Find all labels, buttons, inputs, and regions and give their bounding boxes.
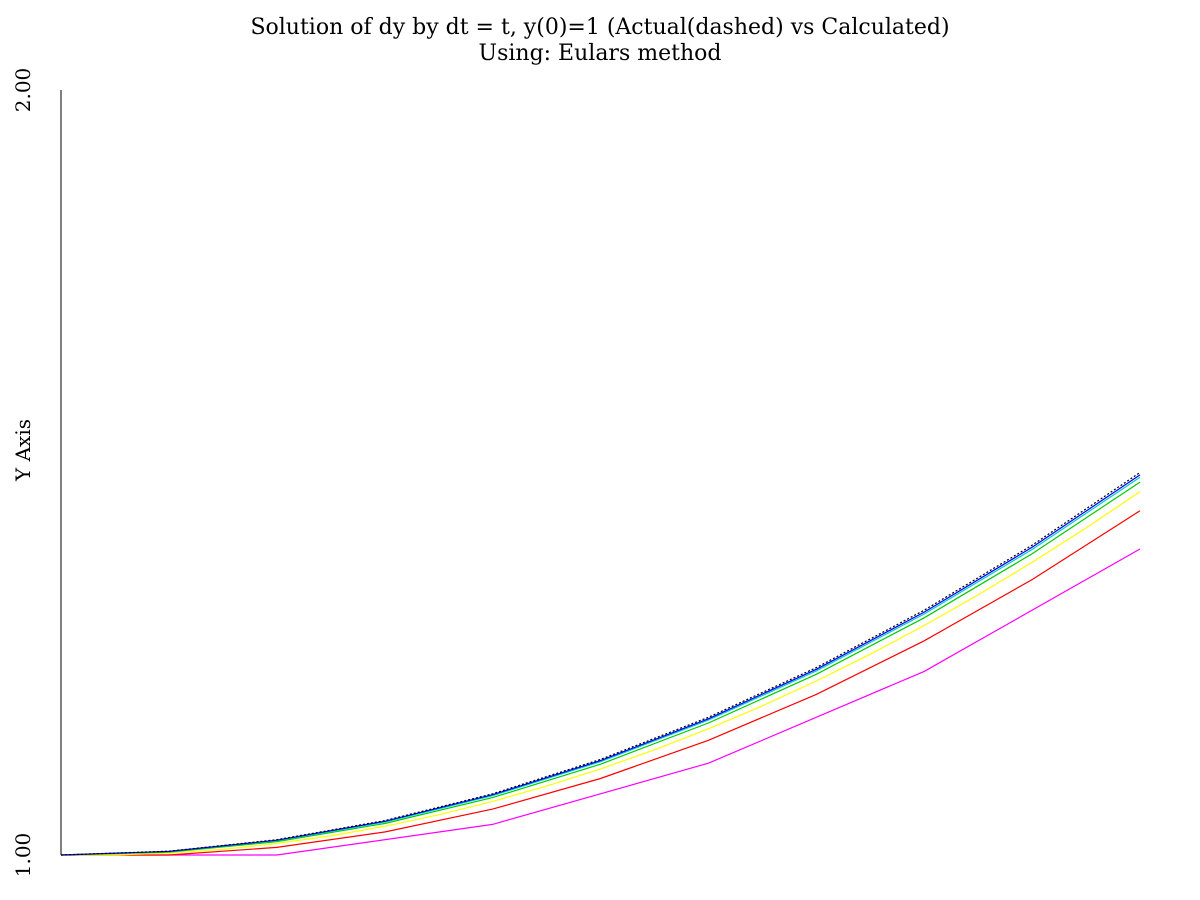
y-tick-label-top: 2.00 — [11, 68, 35, 113]
series-line-2 — [61, 510, 1141, 856]
y-axis-label: Y Axis — [11, 419, 35, 482]
chart-subtitle: Using: Eulars method — [479, 41, 722, 66]
series-line-5 — [60, 476, 1141, 856]
series-line-3 — [61, 491, 1141, 856]
series-line-6 — [60, 474, 1141, 856]
series-line-4 — [60, 481, 1141, 856]
y-tick-label-bottom: 1.00 — [11, 833, 35, 878]
series-layer — [60, 472, 1141, 856]
series-line-1 — [61, 548, 1141, 856]
chart-title: Solution of dy by dt = t, y(0)=1 (Actual… — [250, 15, 949, 40]
series-line-7 — [60, 472, 1141, 856]
